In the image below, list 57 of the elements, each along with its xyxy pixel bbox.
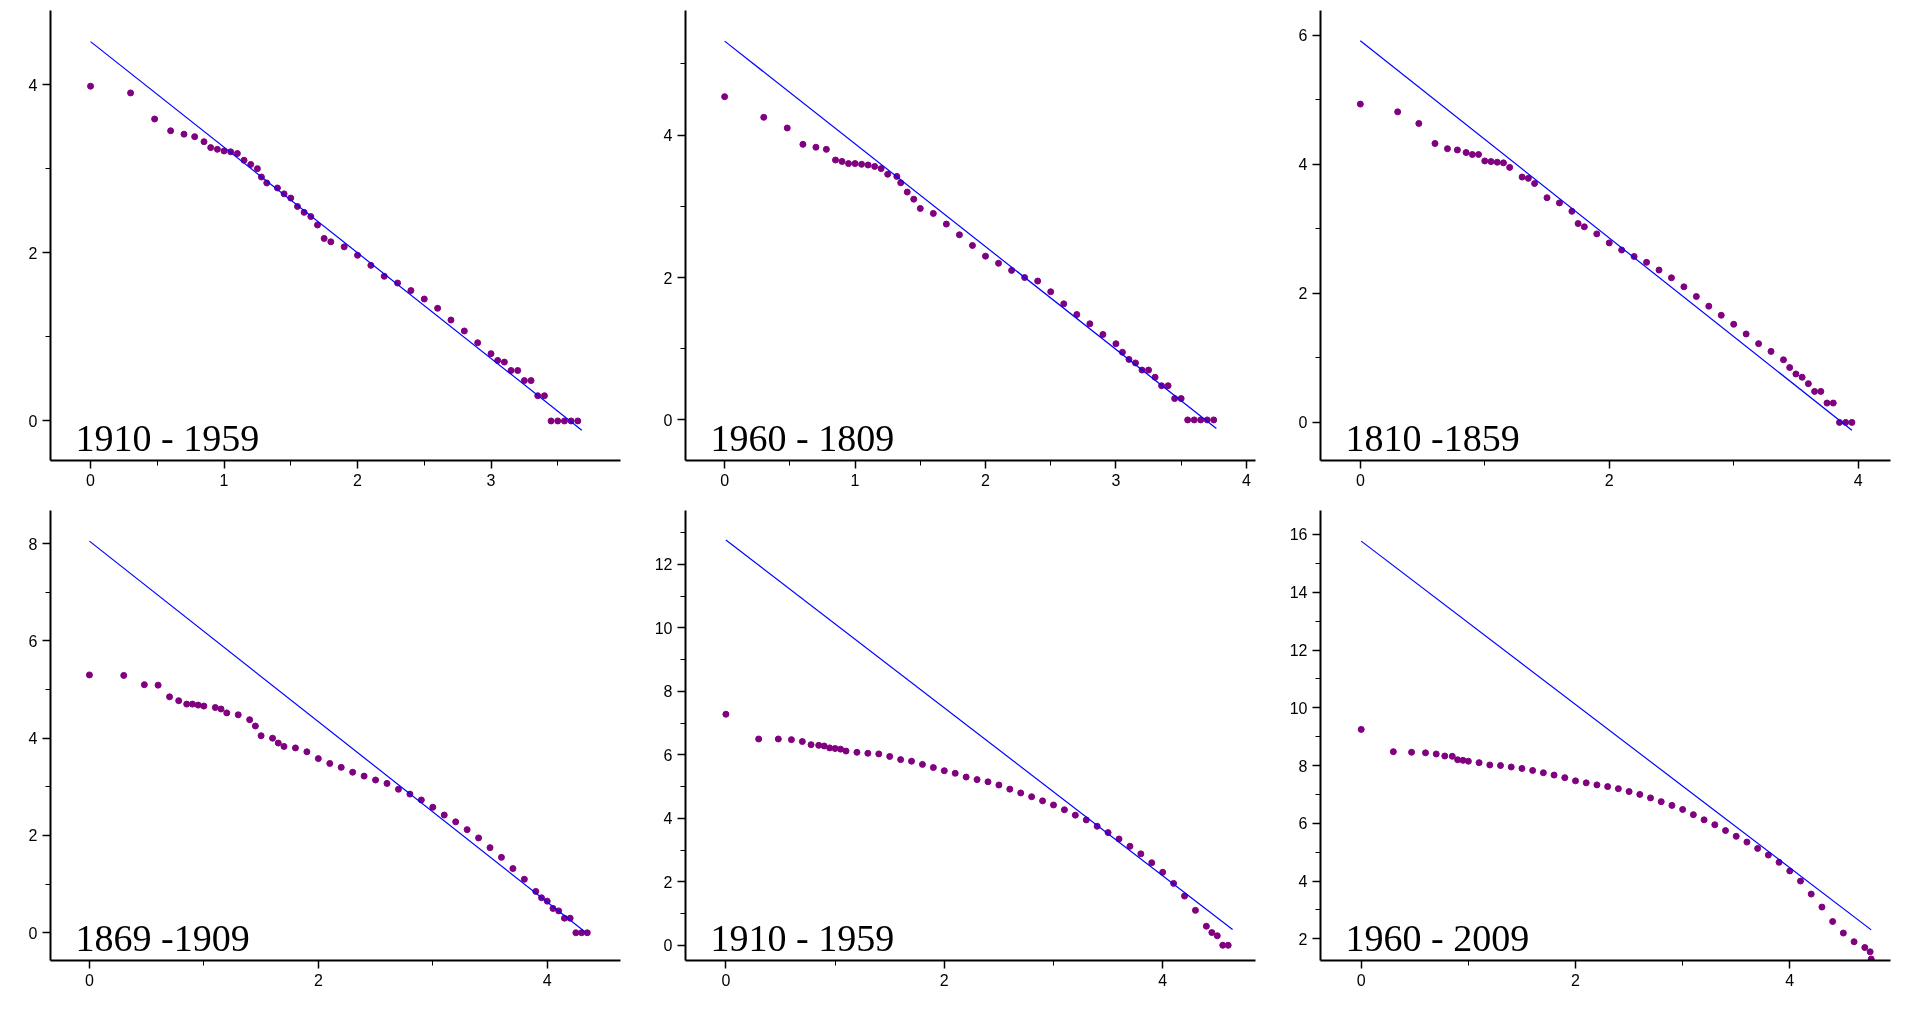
y-tick-label: 10: [1289, 699, 1308, 717]
annotation: 1910 - 1959: [710, 916, 895, 959]
x-tick-label: 4: [1241, 471, 1251, 489]
x-tick-label: 2: [1604, 471, 1614, 489]
y-tick-label: 0: [663, 411, 673, 429]
x-tick-label: 0: [721, 971, 731, 989]
y-tick-label: 0: [28, 924, 38, 942]
y-tick-label: 8: [28, 535, 38, 553]
annotation: 1960 - 1809: [710, 416, 895, 459]
annotation: 1910 - 1959: [75, 416, 260, 459]
x-tick-label: 4: [1785, 971, 1795, 989]
y-tick-label: 2: [28, 244, 38, 262]
x-tick-label: 2: [981, 471, 991, 489]
x-tick-label: 1: [219, 471, 229, 489]
x-tick-label: 0: [84, 971, 94, 989]
x-tick-label: 3: [1111, 471, 1121, 489]
x-tick-label: 3: [486, 471, 496, 489]
y-tick-label: 16: [1289, 526, 1308, 544]
y-tick-label: 4: [28, 730, 38, 748]
x-tick-label: 4: [542, 971, 552, 989]
y-tick-label: 6: [663, 746, 673, 764]
annotation: 1869 -1909: [75, 916, 250, 959]
y-tick-label: 2: [663, 873, 673, 891]
y-tick-label: 0: [1298, 414, 1308, 432]
y-tick-label: 2: [1298, 930, 1308, 948]
annotation: 1960 - 2009: [1345, 916, 1530, 959]
y-tick-label: 0: [28, 412, 38, 430]
y-tick-label: 2: [1298, 285, 1308, 303]
y-tick-label: 4: [1298, 873, 1308, 891]
y-tick-label: 4: [663, 810, 673, 828]
x-tick-label: 0: [1356, 971, 1366, 989]
y-tick-label: 12: [1289, 642, 1308, 660]
y-tick-label: 4: [663, 127, 673, 145]
x-tick-label: 4: [1158, 971, 1168, 989]
y-tick-label: 6: [28, 632, 38, 650]
y-tick-label: 10: [654, 619, 673, 637]
y-tick-label: 8: [1298, 757, 1308, 775]
y-tick-label: 8: [663, 683, 673, 701]
x-tick-label: 0: [720, 471, 730, 489]
x-tick-label: 1: [850, 471, 860, 489]
y-tick-label: 2: [28, 827, 38, 845]
y-tick-label: 4: [28, 76, 38, 94]
annotation: 1810 -1859: [1345, 416, 1520, 459]
y-tick-label: 6: [1298, 815, 1308, 833]
y-tick-label: 0: [663, 937, 673, 955]
x-tick-label: 2: [353, 471, 363, 489]
x-tick-label: 0: [1355, 471, 1365, 489]
x-tick-label: 2: [939, 971, 949, 989]
y-tick-label: 14: [1289, 584, 1308, 602]
y-tick-label: 6: [1298, 27, 1308, 45]
x-tick-label: 4: [1853, 471, 1863, 489]
y-tick-label: 12: [654, 556, 673, 574]
y-tick-label: 4: [1298, 156, 1308, 174]
x-tick-label: 2: [313, 971, 323, 989]
y-tick-label: 2: [663, 269, 673, 287]
x-tick-label: 0: [86, 471, 96, 489]
x-tick-label: 2: [1571, 971, 1581, 989]
